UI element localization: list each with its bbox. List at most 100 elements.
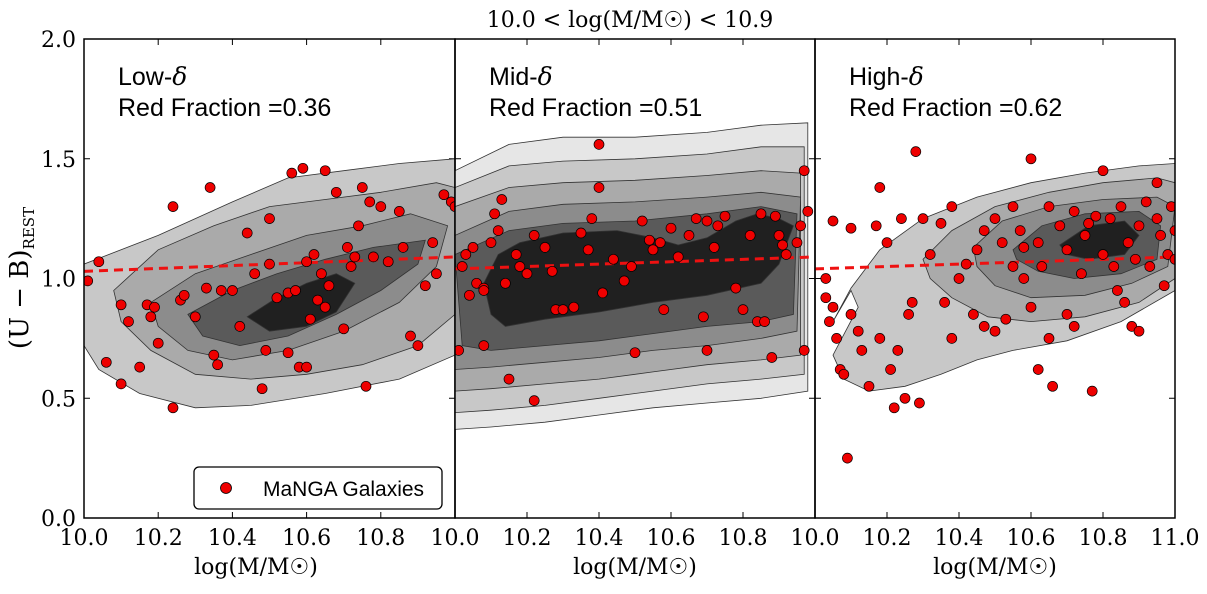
panel-label: Mid-δ bbox=[489, 62, 553, 91]
galaxy-point bbox=[145, 311, 157, 323]
galaxy-point bbox=[492, 225, 504, 236]
galaxy-point bbox=[946, 201, 958, 212]
galaxy-point bbox=[870, 220, 882, 232]
galaxy-point bbox=[665, 222, 677, 234]
point-layer bbox=[820, 146, 1175, 464]
x-tick-label: 10.4 bbox=[935, 526, 984, 551]
galaxy-point bbox=[271, 292, 283, 304]
galaxy-point bbox=[960, 258, 972, 270]
galaxy-point bbox=[935, 218, 947, 229]
legend-box bbox=[193, 466, 443, 510]
galaxy-point bbox=[896, 213, 907, 224]
galaxy-point bbox=[356, 182, 368, 193]
galaxy-point bbox=[215, 285, 227, 296]
plot-frame bbox=[814, 38, 1176, 519]
galaxy-point bbox=[167, 402, 179, 414]
galaxy-point bbox=[290, 285, 301, 296]
galaxy-point bbox=[845, 309, 857, 320]
galaxy-point bbox=[885, 364, 896, 375]
galaxy-point bbox=[1097, 249, 1109, 260]
galaxy-point bbox=[795, 220, 806, 232]
galaxy-point bbox=[115, 299, 127, 311]
galaxy-point bbox=[1032, 364, 1044, 375]
galaxy-point bbox=[1061, 309, 1073, 320]
galaxy-point bbox=[831, 333, 842, 344]
galaxy-point bbox=[647, 244, 659, 256]
galaxy-point bbox=[123, 316, 134, 327]
galaxy-point bbox=[874, 333, 886, 344]
galaxy-point bbox=[1151, 213, 1163, 224]
y-axis-label-sub: REST bbox=[20, 207, 38, 250]
galaxy-point bbox=[115, 378, 127, 390]
x-tick-label: 10.8 bbox=[1079, 526, 1128, 551]
galaxy-point bbox=[100, 356, 112, 368]
galaxy-point bbox=[319, 301, 331, 313]
galaxy-point bbox=[719, 210, 731, 222]
galaxy-point bbox=[412, 340, 424, 351]
y-tick-label: 0.5 bbox=[41, 387, 76, 412]
galaxy-point bbox=[698, 311, 709, 323]
galaxy-point bbox=[978, 225, 990, 236]
galaxy-point bbox=[1151, 177, 1163, 189]
galaxy-point bbox=[939, 297, 950, 308]
galaxy-point bbox=[349, 251, 361, 263]
galaxy-point bbox=[780, 249, 792, 260]
fit-line bbox=[815, 255, 1175, 271]
galaxy-point bbox=[701, 215, 713, 227]
galaxy-point bbox=[989, 325, 1001, 337]
galaxy-point bbox=[134, 361, 146, 373]
galaxy-point bbox=[1166, 201, 1175, 212]
delta-symbol: δ bbox=[538, 62, 553, 91]
galaxy-point bbox=[827, 215, 839, 227]
galaxy-point bbox=[438, 189, 450, 201]
galaxy-point bbox=[500, 277, 511, 289]
panel-label-text: High- bbox=[849, 63, 909, 91]
galaxy-point bbox=[1122, 237, 1134, 248]
red-fraction-label: Red Fraction =0.62 bbox=[849, 94, 1062, 122]
galaxy-point bbox=[510, 249, 522, 260]
svg-text:(U − B)REST: (U − B)REST bbox=[5, 207, 38, 349]
x-axis-label: log(M/M☉) bbox=[933, 555, 1057, 580]
galaxy-point bbox=[178, 289, 190, 301]
galaxy-point bbox=[708, 242, 720, 253]
galaxy-point bbox=[1097, 165, 1109, 177]
galaxy-point bbox=[1054, 220, 1066, 232]
galaxy-point bbox=[755, 208, 767, 220]
galaxy-point bbox=[241, 227, 253, 239]
galaxy-point bbox=[903, 309, 914, 320]
x-tick-label: 10.4 bbox=[575, 526, 624, 551]
y-tick-label: 2.0 bbox=[41, 28, 76, 53]
galaxy-point bbox=[802, 206, 814, 217]
galaxy-point bbox=[297, 162, 309, 174]
galaxy-point bbox=[1068, 321, 1080, 332]
galaxy-point bbox=[460, 249, 472, 260]
galaxy-point bbox=[1158, 280, 1170, 292]
galaxy-point bbox=[201, 282, 212, 294]
galaxy-point bbox=[644, 234, 655, 246]
galaxy-point bbox=[330, 186, 342, 198]
galaxy-point bbox=[312, 294, 324, 306]
galaxy-point bbox=[672, 251, 684, 263]
galaxy-point bbox=[1061, 244, 1073, 256]
galaxy-point bbox=[586, 213, 598, 224]
galaxy-point bbox=[989, 213, 1001, 224]
x-tick-label: 10.0 bbox=[431, 526, 480, 551]
galaxy-point bbox=[521, 268, 533, 280]
galaxy-point bbox=[467, 242, 479, 253]
panel-label: High-δ bbox=[849, 62, 924, 91]
galaxy-point bbox=[301, 361, 312, 373]
galaxy-point bbox=[478, 340, 490, 351]
galaxy-point bbox=[924, 249, 936, 260]
galaxy-point bbox=[1083, 218, 1094, 229]
x-tick-label: 11.0 bbox=[1151, 526, 1200, 551]
galaxy-point bbox=[629, 347, 641, 359]
galaxy-point bbox=[1133, 220, 1145, 232]
legend: MaNGA Galaxies bbox=[193, 466, 443, 510]
galaxy-point bbox=[503, 373, 515, 385]
galaxy-point bbox=[996, 237, 1008, 248]
galaxy-point bbox=[874, 182, 886, 193]
galaxy-point bbox=[910, 146, 922, 157]
galaxy-point bbox=[1043, 201, 1055, 212]
panel-high-delta: 10.0 10.2 10.4 10.6 10.8 11.0 High-δ Red Frac… bbox=[791, 38, 1200, 580]
galaxy-point bbox=[770, 210, 781, 222]
